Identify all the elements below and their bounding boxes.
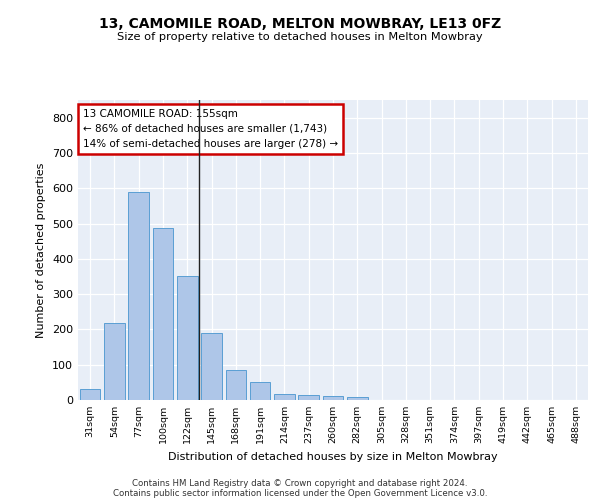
Text: 13 CAMOMILE ROAD: 155sqm
← 86% of detached houses are smaller (1,743)
14% of sem: 13 CAMOMILE ROAD: 155sqm ← 86% of detach…: [83, 109, 338, 148]
Bar: [201, 333, 222, 400]
Bar: [323, 396, 343, 400]
Text: 13, CAMOMILE ROAD, MELTON MOWBRAY, LE13 0FZ: 13, CAMOMILE ROAD, MELTON MOWBRAY, LE13 …: [99, 18, 501, 32]
Bar: [298, 394, 319, 400]
Bar: [274, 394, 295, 400]
Bar: [250, 382, 271, 400]
X-axis label: Distribution of detached houses by size in Melton Mowbray: Distribution of detached houses by size …: [168, 452, 498, 462]
Bar: [226, 370, 246, 400]
Bar: [128, 192, 149, 400]
Text: Contains HM Land Registry data © Crown copyright and database right 2024.: Contains HM Land Registry data © Crown c…: [132, 478, 468, 488]
Text: Contains public sector information licensed under the Open Government Licence v3: Contains public sector information licen…: [113, 488, 487, 498]
Bar: [347, 397, 368, 400]
Bar: [177, 276, 197, 400]
Bar: [80, 390, 100, 400]
Y-axis label: Number of detached properties: Number of detached properties: [37, 162, 46, 338]
Bar: [104, 323, 125, 400]
Text: Size of property relative to detached houses in Melton Mowbray: Size of property relative to detached ho…: [117, 32, 483, 42]
Bar: [152, 228, 173, 400]
